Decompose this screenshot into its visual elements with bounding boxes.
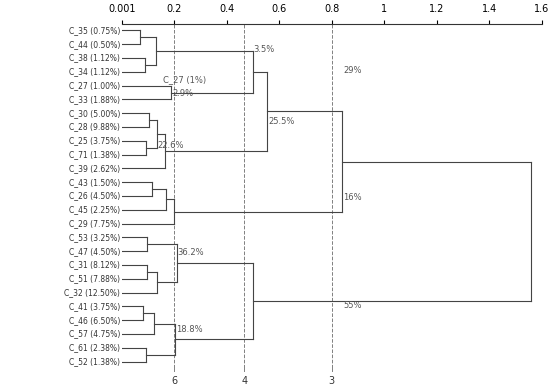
Text: 2.9%: 2.9% — [172, 89, 193, 98]
Text: 4: 4 — [241, 376, 247, 386]
Text: C_38 (1.12%): C_38 (1.12%) — [70, 54, 121, 62]
Text: C_28 (9.88%): C_28 (9.88%) — [70, 123, 121, 131]
Text: C_71 (1.38%): C_71 (1.38%) — [69, 150, 121, 159]
Text: 16%: 16% — [343, 193, 362, 202]
Text: C_27 (1%): C_27 (1%) — [163, 75, 206, 84]
Text: C_30 (5.00%): C_30 (5.00%) — [69, 109, 121, 118]
Text: C_26 (4.50%): C_26 (4.50%) — [69, 192, 121, 200]
Text: C_32 (12.50%): C_32 (12.50%) — [65, 288, 121, 297]
Text: C_43 (1.50%): C_43 (1.50%) — [69, 178, 121, 187]
Text: C_27 (1.00%): C_27 (1.00%) — [69, 81, 121, 90]
Text: C_31 (8.12%): C_31 (8.12%) — [70, 261, 121, 269]
Text: C_44 (0.50%): C_44 (0.50%) — [69, 40, 121, 49]
Text: 18.8%: 18.8% — [176, 325, 203, 334]
Text: C_61 (2.38%): C_61 (2.38%) — [69, 343, 121, 352]
Text: C_47 (4.50%): C_47 (4.50%) — [69, 247, 121, 256]
Text: 3: 3 — [328, 376, 335, 386]
Text: 3.5%: 3.5% — [254, 45, 275, 54]
Text: C_33 (1.88%): C_33 (1.88%) — [69, 95, 121, 104]
Text: 6: 6 — [171, 376, 177, 386]
Text: 29%: 29% — [343, 66, 362, 75]
Text: C_29 (7.75%): C_29 (7.75%) — [69, 219, 121, 228]
Text: C_45 (2.25%): C_45 (2.25%) — [69, 205, 121, 214]
Text: 36.2%: 36.2% — [178, 249, 204, 257]
Text: 55%: 55% — [343, 301, 362, 310]
Text: C_57 (4.75%): C_57 (4.75%) — [69, 330, 121, 338]
Text: C_46 (6.50%): C_46 (6.50%) — [69, 316, 121, 325]
Text: C_39 (2.62%): C_39 (2.62%) — [69, 164, 121, 173]
Text: C_52 (1.38%): C_52 (1.38%) — [69, 357, 121, 366]
Text: C_51 (7.88%): C_51 (7.88%) — [69, 274, 121, 283]
Text: C_25 (3.75%): C_25 (3.75%) — [69, 136, 121, 145]
Text: C_53 (3.25%): C_53 (3.25%) — [69, 233, 121, 242]
Text: C_35 (0.75%): C_35 (0.75%) — [69, 26, 121, 35]
Text: C_41 (3.75%): C_41 (3.75%) — [69, 302, 121, 311]
Text: 25.5%: 25.5% — [268, 117, 294, 126]
Text: 22.6%: 22.6% — [158, 142, 184, 151]
Text: C_34 (1.12%): C_34 (1.12%) — [69, 67, 121, 76]
